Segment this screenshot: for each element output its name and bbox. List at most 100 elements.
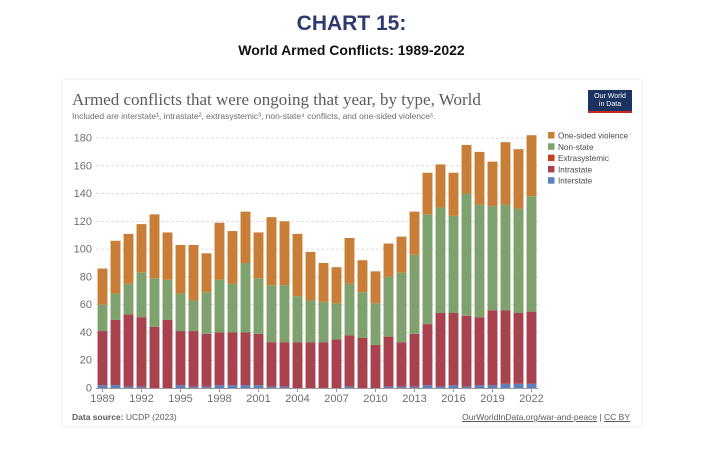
- bar-segment: [500, 142, 511, 205]
- x-tick-label: 1989: [90, 393, 114, 405]
- bar-segment: [344, 386, 355, 388]
- bar-segment: [175, 385, 186, 388]
- bar-segment: [162, 279, 173, 320]
- bar-segment: [305, 251, 316, 301]
- bar-segment: [409, 386, 420, 388]
- bar-segment: [97, 304, 108, 332]
- bar-segment: [266, 342, 277, 387]
- legend-swatch: [548, 165, 555, 173]
- x-tick-label: 2010: [363, 393, 387, 405]
- bar-segment: [266, 285, 277, 343]
- bar-segment: [461, 315, 472, 387]
- bar-segment: [201, 333, 212, 387]
- y-tick-label: 160: [74, 160, 92, 172]
- bar-segment: [318, 342, 329, 388]
- bar-segment: [292, 342, 303, 388]
- bar-segment: [227, 283, 238, 333]
- bar-segment: [474, 204, 485, 318]
- bar-segment: [214, 222, 225, 280]
- x-tick-label: 1995: [168, 393, 192, 405]
- bar-segment: [240, 263, 251, 333]
- bar-segment: [136, 317, 147, 387]
- bar-segment: [123, 314, 134, 387]
- bar-segment: [162, 319, 173, 388]
- bar-segment: [526, 196, 537, 312]
- bar-segment: [188, 331, 199, 387]
- bar-segment: [383, 276, 394, 337]
- footer-links: OurWorldInData.org/war-and-peace | CC BY: [462, 412, 630, 422]
- legend-label: Intrastate: [558, 165, 593, 174]
- bar-segment: [110, 240, 121, 294]
- bar-segment: [201, 292, 212, 334]
- legend-label: Extrasystemic: [558, 154, 609, 163]
- bar-segment: [435, 386, 446, 388]
- bar-segment: [279, 285, 290, 343]
- legend-swatch: [548, 143, 555, 150]
- bar-segment: [305, 342, 316, 388]
- owid-logo-line1: Our World: [594, 93, 626, 100]
- bar-segment: [266, 217, 277, 286]
- bar-segment: [123, 283, 134, 315]
- bar-segment: [305, 300, 316, 343]
- data-source: Data source: UCDP (2023): [72, 412, 177, 422]
- bar-segment: [448, 172, 459, 216]
- bar-segment: [97, 385, 108, 388]
- bar-segment: [149, 326, 160, 388]
- bar-segment: [240, 385, 251, 388]
- bar-segment: [526, 311, 537, 384]
- bar-segment: [357, 292, 368, 338]
- bar-segment: [110, 319, 121, 386]
- x-axis: 1989 1992 1995 1998 2001 2004 2007 2010 2013 2016…: [90, 388, 544, 405]
- bar-segment: [474, 385, 485, 388]
- owid-logo[interactable]: Our World in Data: [588, 90, 632, 113]
- gridlines: [96, 137, 538, 361]
- bar-segment: [513, 149, 524, 209]
- bar-segment: [331, 339, 342, 388]
- bar-segment: [292, 296, 303, 343]
- license-link[interactable]: CC BY: [604, 412, 630, 422]
- bar-segment: [344, 283, 355, 336]
- bar-segment: [292, 233, 303, 297]
- bar-segment: [279, 221, 290, 286]
- y-tick-label: 0: [86, 383, 92, 395]
- data-source-value: UCDP (2023): [125, 412, 177, 422]
- bar-segment: [240, 332, 251, 386]
- bar-segment: [487, 310, 498, 386]
- bar-segment: [279, 342, 290, 387]
- report-chart-title: World Armed Conflicts: 1989-2022: [238, 42, 465, 58]
- bar-segment: [396, 386, 407, 388]
- bar-segment: [201, 253, 212, 293]
- bar-segment: [110, 293, 121, 320]
- bar-segment: [331, 303, 342, 340]
- y-tick-label: 20: [80, 355, 92, 367]
- chart-title: Armed conflicts that were ongoing that y…: [72, 90, 481, 109]
- bar-segment: [357, 338, 368, 388]
- bar-segment: [500, 204, 511, 311]
- owid-url-link[interactable]: OurWorldInData.org/war-and-peace: [462, 412, 598, 422]
- bar-segment: [383, 386, 394, 388]
- bar-segment: [435, 207, 446, 313]
- y-tick-label: 80: [80, 271, 92, 283]
- bar-segment: [188, 300, 199, 332]
- bar-segment: [422, 324, 433, 386]
- bar-segment: [253, 333, 264, 386]
- bar-segment: [227, 332, 238, 386]
- legend-swatch: [548, 177, 555, 184]
- legend-label: Interstate: [558, 177, 593, 186]
- bar-segment: [331, 267, 342, 304]
- x-tick-label: 2022: [519, 393, 543, 405]
- bar-segment: [214, 385, 225, 388]
- bar-segment: [487, 385, 498, 388]
- bar-segment: [188, 244, 199, 301]
- legend-label: Non-state: [558, 143, 594, 152]
- bar-segment: [409, 254, 420, 334]
- chart-number: CHART 15:: [296, 12, 407, 35]
- bar-segment: [383, 336, 394, 387]
- bar-segment: [318, 263, 329, 302]
- bar-segment: [344, 238, 355, 284]
- bar-segment: [383, 243, 394, 277]
- x-tick-label: 2007: [324, 393, 348, 405]
- bar-segment: [487, 161, 498, 207]
- bar-segment: [175, 244, 186, 294]
